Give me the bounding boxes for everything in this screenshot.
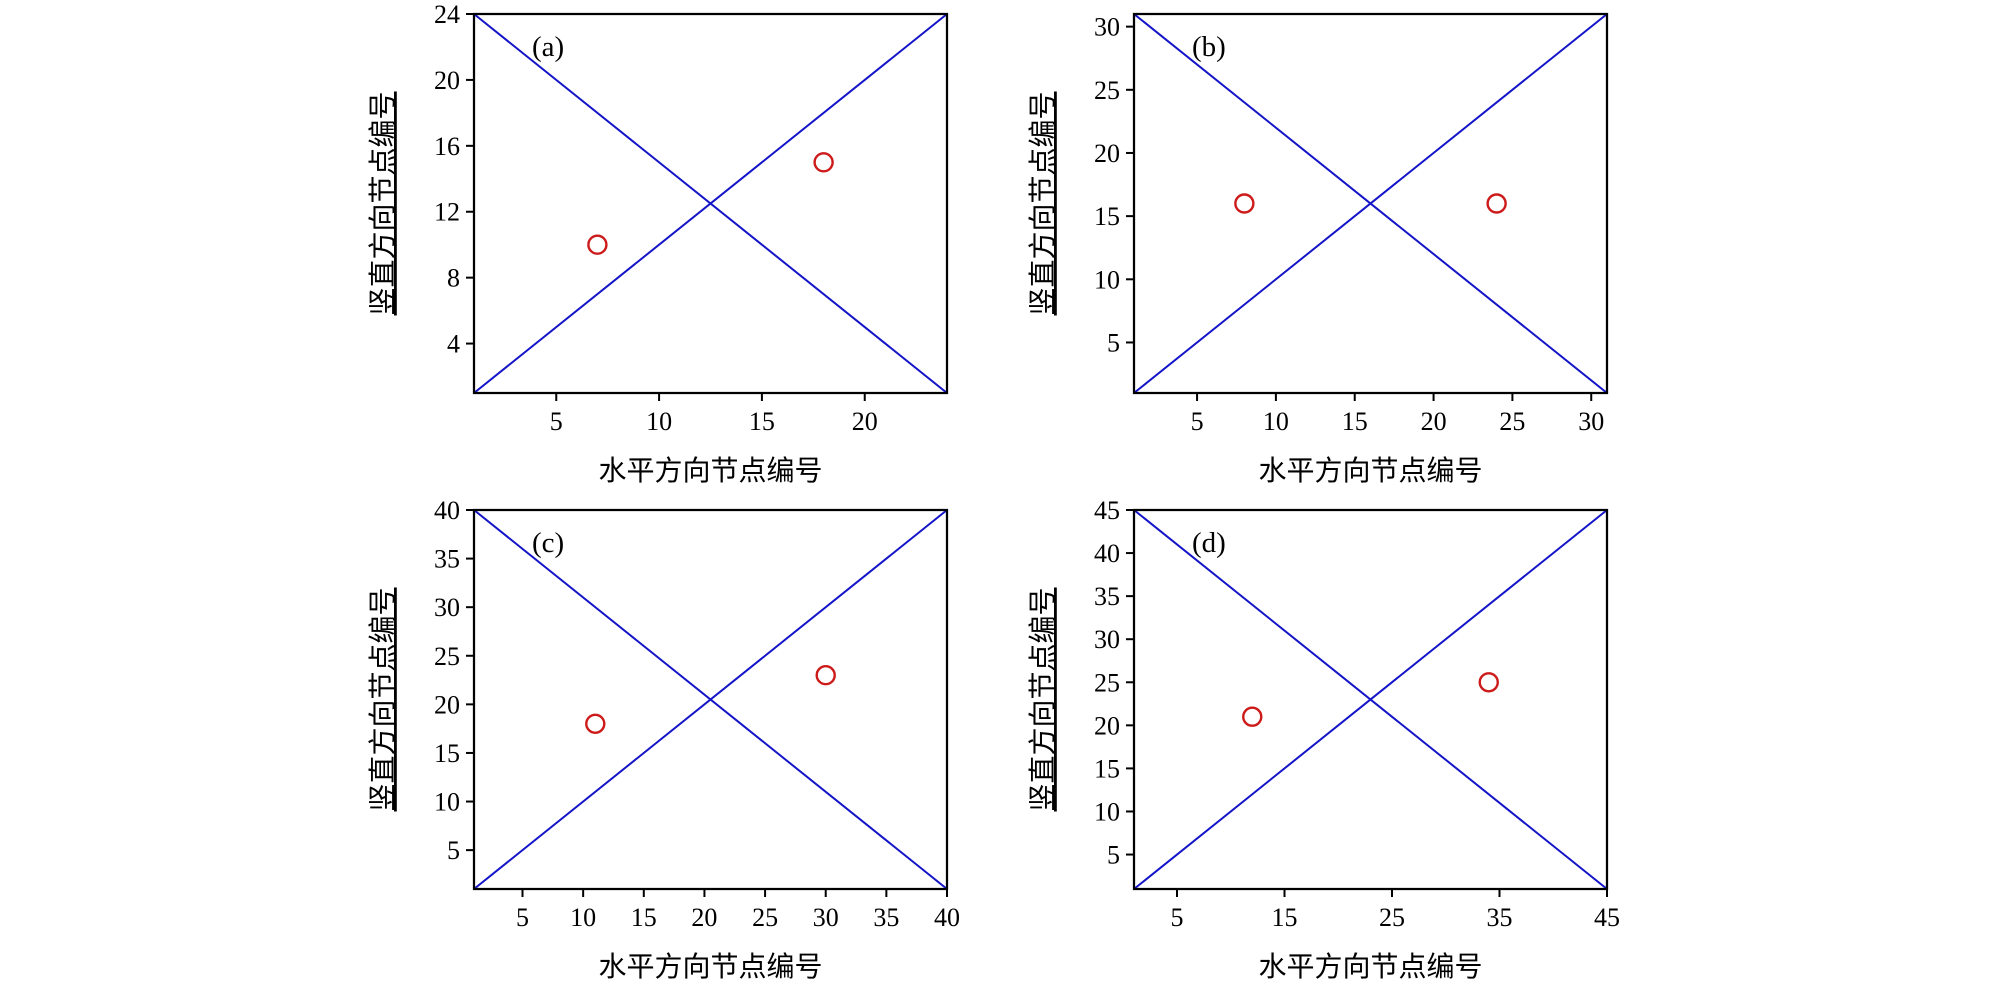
x-tick-label: 15 [749, 407, 775, 436]
chart-panel-d: 5 15 25 35 45 5 10 15 20 25 30 35 40 45 水平方向节点编号 竖直方向节点… [1027, 496, 1620, 983]
y-tick-label: 5 [1107, 841, 1120, 870]
data-point [815, 665, 836, 686]
y-tick-label: 5 [447, 836, 460, 865]
x-tick-label: 10 [646, 407, 672, 436]
y-tick-label: 4 [447, 330, 460, 359]
x-axis-label: 水平方向节点编号 [1258, 951, 1482, 983]
diagonal-line [473, 509, 948, 890]
y-tick-label: 30 [1094, 625, 1120, 654]
y-tick-label: 8 [447, 264, 460, 293]
x-tick-label: 20 [691, 903, 717, 932]
diagonal-line [473, 13, 948, 394]
data-point [1478, 672, 1499, 693]
x-tick-label: 5 [1171, 903, 1184, 932]
axis-box [472, 508, 949, 891]
data-point [585, 713, 606, 734]
y-tick-label: 20 [1094, 139, 1120, 168]
y-tick-label: 20 [1094, 711, 1120, 740]
y-tick-label: 10 [434, 788, 460, 817]
x-tick-label: 30 [813, 903, 839, 932]
y-tick-label: 10 [1094, 265, 1120, 294]
y-axis-label: 竖直方向节点编号 [1027, 91, 1059, 315]
y-tick-label: 12 [434, 198, 460, 227]
panel-label: (a) [532, 31, 564, 63]
x-axis-label: 水平方向节点编号 [598, 951, 822, 983]
x-tick-label: 5 [1191, 407, 1204, 436]
x-tick-label: 35 [873, 903, 899, 932]
y-tick-label: 24 [434, 0, 460, 29]
x-tick-label: 5 [550, 407, 563, 436]
chart-panel-a: 5 10 15 20 4 8 12 16 20 24 水平方向节点编号 竖直方向节点编号 (a) [367, 0, 949, 487]
y-axis-label: 竖直方向节点编号 [367, 587, 399, 811]
y-tick-label: 30 [1094, 13, 1120, 42]
x-tick-label: 15 [631, 903, 657, 932]
panel-label: (b) [1192, 31, 1226, 63]
y-tick-label: 25 [434, 642, 460, 671]
data-point [813, 152, 834, 173]
y-tick-label: 15 [1094, 754, 1120, 783]
x-tick-label: 25 [1379, 903, 1405, 932]
y-tick-label: 5 [1107, 328, 1120, 357]
y-tick-label: 25 [1094, 76, 1120, 105]
y-tick-label: 40 [434, 496, 460, 525]
y-axis-label: 竖直方向节点编号 [367, 91, 399, 315]
y-tick-label: 35 [434, 545, 460, 574]
y-tick-label: 45 [1094, 496, 1120, 525]
panel-label: (c) [532, 527, 564, 559]
x-tick-label: 20 [1421, 407, 1447, 436]
x-tick-label: 10 [570, 903, 596, 932]
chart-panel-c: 5 10 15 20 25 30 35 40 5 10 15 20 25 30 35 40 水平方向节点编号 竖直… [367, 496, 960, 983]
y-tick-label: 20 [434, 690, 460, 719]
panel-label: (d) [1192, 527, 1226, 559]
chart-panel-b: 5 10 15 20 25 30 5 10 15 20 25 30 水平方向节点编号 竖直方向节点编号 (b… [1027, 12, 1609, 487]
diagonal-line [1133, 13, 1608, 394]
x-tick-label: 45 [1594, 903, 1620, 932]
x-tick-label: 15 [1342, 407, 1368, 436]
x-tick-label: 5 [516, 903, 529, 932]
x-axis-label: 水平方向节点编号 [598, 455, 822, 487]
data-point [1234, 193, 1255, 214]
y-tick-label: 40 [1094, 539, 1120, 568]
y-tick-label: 25 [1094, 668, 1120, 697]
y-tick-label: 30 [434, 593, 460, 622]
y-tick-label: 10 [1094, 797, 1120, 826]
x-tick-label: 15 [1272, 903, 1298, 932]
y-tick-label: 35 [1094, 582, 1120, 611]
data-point [1486, 193, 1507, 214]
data-point [1242, 706, 1263, 727]
x-tick-label: 25 [1499, 407, 1525, 436]
y-tick-label: 16 [434, 132, 460, 161]
x-tick-label: 40 [934, 903, 960, 932]
data-point [587, 234, 608, 255]
x-tick-label: 10 [1263, 407, 1289, 436]
x-axis-label: 水平方向节点编号 [1258, 455, 1482, 487]
diagonal-line [1133, 509, 1608, 890]
x-tick-label: 35 [1487, 903, 1513, 932]
y-tick-label: 20 [434, 66, 460, 95]
x-tick-label: 20 [852, 407, 878, 436]
y-tick-label: 15 [434, 739, 460, 768]
y-axis-label: 竖直方向节点编号 [1027, 587, 1059, 811]
y-tick-label: 15 [1094, 202, 1120, 231]
x-tick-label: 25 [752, 903, 778, 932]
axis-box [472, 12, 949, 395]
axis-box [1132, 12, 1609, 395]
x-tick-label: 30 [1578, 407, 1604, 436]
axis-box [1132, 508, 1609, 891]
